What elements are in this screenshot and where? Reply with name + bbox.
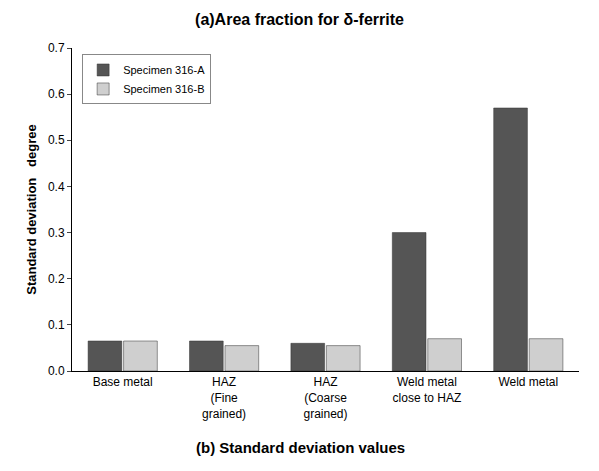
svg-text:0.5: 0.5 <box>48 133 65 147</box>
svg-text:HAZ(Coarsegrained): HAZ(Coarsegrained) <box>303 375 347 420</box>
svg-text:0.0: 0.0 <box>48 364 65 378</box>
svg-text:0.4: 0.4 <box>48 180 65 194</box>
svg-text:HAZ(Finegrained): HAZ(Finegrained) <box>202 375 246 420</box>
svg-text:Standard deviation degree: Standard deviation degree <box>24 124 39 295</box>
svg-text:0.3: 0.3 <box>48 226 65 240</box>
svg-text:0.2: 0.2 <box>48 272 65 286</box>
svg-text:0.6: 0.6 <box>48 87 65 101</box>
svg-text:Weld metal: Weld metal <box>498 375 558 389</box>
svg-text:Specimen 316-A: Specimen 316-A <box>123 64 205 76</box>
svg-text:0.7: 0.7 <box>48 41 65 55</box>
svg-text:(a)Area fraction for δ-ferrite: (a)Area fraction for δ-ferrite <box>195 11 404 28</box>
svg-text:Base metal: Base metal <box>93 375 153 389</box>
svg-text:Specimen 316-B: Specimen 316-B <box>123 83 204 95</box>
svg-text:(b) Standard deviation values: (b) Standard deviation values <box>196 439 405 456</box>
svg-text:Weld metalclose to HAZ: Weld metalclose to HAZ <box>393 375 462 405</box>
svg-text:0.1: 0.1 <box>48 318 65 332</box>
